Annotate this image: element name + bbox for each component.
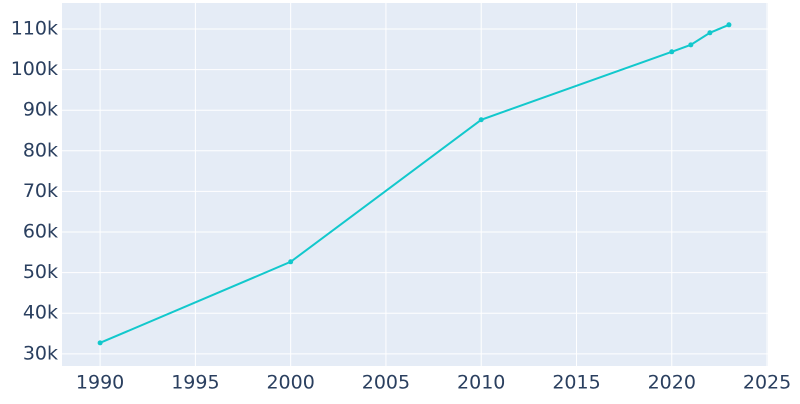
point bbox=[669, 49, 675, 55]
y-tick-label: 70k bbox=[23, 180, 58, 202]
point bbox=[707, 30, 713, 36]
x-tick-label: 2010 bbox=[457, 372, 505, 394]
x-tick-label: 2005 bbox=[362, 372, 410, 394]
y-tick-label: 110k bbox=[11, 17, 58, 39]
x-tick-label: 2015 bbox=[552, 372, 600, 394]
x-tick-label: 2020 bbox=[648, 372, 696, 394]
point bbox=[688, 42, 694, 48]
y-tick-label: 40k bbox=[23, 302, 58, 324]
y-tick-label: 80k bbox=[23, 139, 58, 161]
y-tick-label: 60k bbox=[23, 221, 58, 243]
y-tick-label: 100k bbox=[11, 58, 58, 80]
x-tick-label: 2025 bbox=[743, 372, 791, 394]
y-tick-label: 50k bbox=[23, 261, 58, 283]
plot-area bbox=[62, 3, 768, 366]
point bbox=[478, 117, 484, 123]
y-tick-label: 90k bbox=[23, 99, 58, 121]
x-tick-label: 1990 bbox=[76, 372, 124, 394]
x-tick-label: 1995 bbox=[171, 372, 219, 394]
x-tick-label: 2000 bbox=[266, 372, 314, 394]
y-tick-label: 30k bbox=[23, 342, 58, 364]
point bbox=[97, 340, 103, 346]
point bbox=[288, 259, 294, 265]
point bbox=[726, 22, 732, 28]
